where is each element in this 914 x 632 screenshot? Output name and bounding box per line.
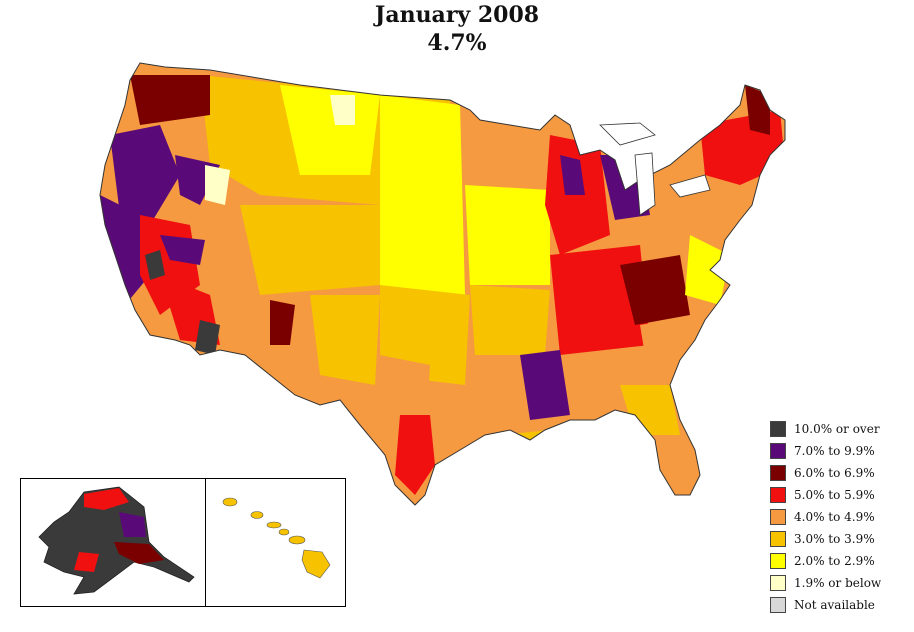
inset-divider (205, 478, 206, 607)
legend-swatch (770, 597, 786, 613)
legend: 10.0% or over 7.0% to 9.9% 6.0% to 6.9% … (770, 418, 910, 616)
legend-swatch (770, 421, 786, 437)
alaska-map (38, 486, 195, 595)
legend-label: Not available (794, 598, 875, 612)
legend-label: 10.0% or over (794, 422, 880, 436)
legend-label: 1.9% or below (794, 576, 882, 590)
legend-label: 4.0% to 4.9% (794, 510, 875, 524)
legend-swatch (770, 465, 786, 481)
legend-item: 10.0% or over (770, 418, 910, 440)
legend-item: 1.9% or below (770, 572, 910, 594)
inset-frame (20, 478, 346, 607)
map-title: January 2008 (374, 2, 540, 28)
legend-item: 2.0% to 2.9% (770, 550, 910, 572)
legend-item: 4.0% to 4.9% (770, 506, 910, 528)
legend-swatch (770, 487, 786, 503)
legend-label: 6.0% to 6.9% (794, 466, 875, 480)
legend-item: 7.0% to 9.9% (770, 440, 910, 462)
legend-item: Not available (770, 594, 910, 616)
legend-label: 7.0% to 9.9% (794, 444, 875, 458)
legend-label: 3.0% to 3.9% (794, 532, 875, 546)
legend-item: 5.0% to 5.9% (770, 484, 910, 506)
legend-swatch (770, 509, 786, 525)
legend-label: 2.0% to 2.9% (794, 554, 875, 568)
legend-swatch (770, 575, 786, 591)
hawaii-map (222, 497, 331, 579)
legend-label: 5.0% to 5.9% (794, 488, 875, 502)
legend-swatch (770, 531, 786, 547)
legend-item: 3.0% to 3.9% (770, 528, 910, 550)
legend-swatch (770, 443, 786, 459)
us-county-map (99, 62, 786, 506)
legend-item: 6.0% to 6.9% (770, 462, 910, 484)
map-subtitle: 4.7% (427, 30, 487, 56)
legend-swatch (770, 553, 786, 569)
